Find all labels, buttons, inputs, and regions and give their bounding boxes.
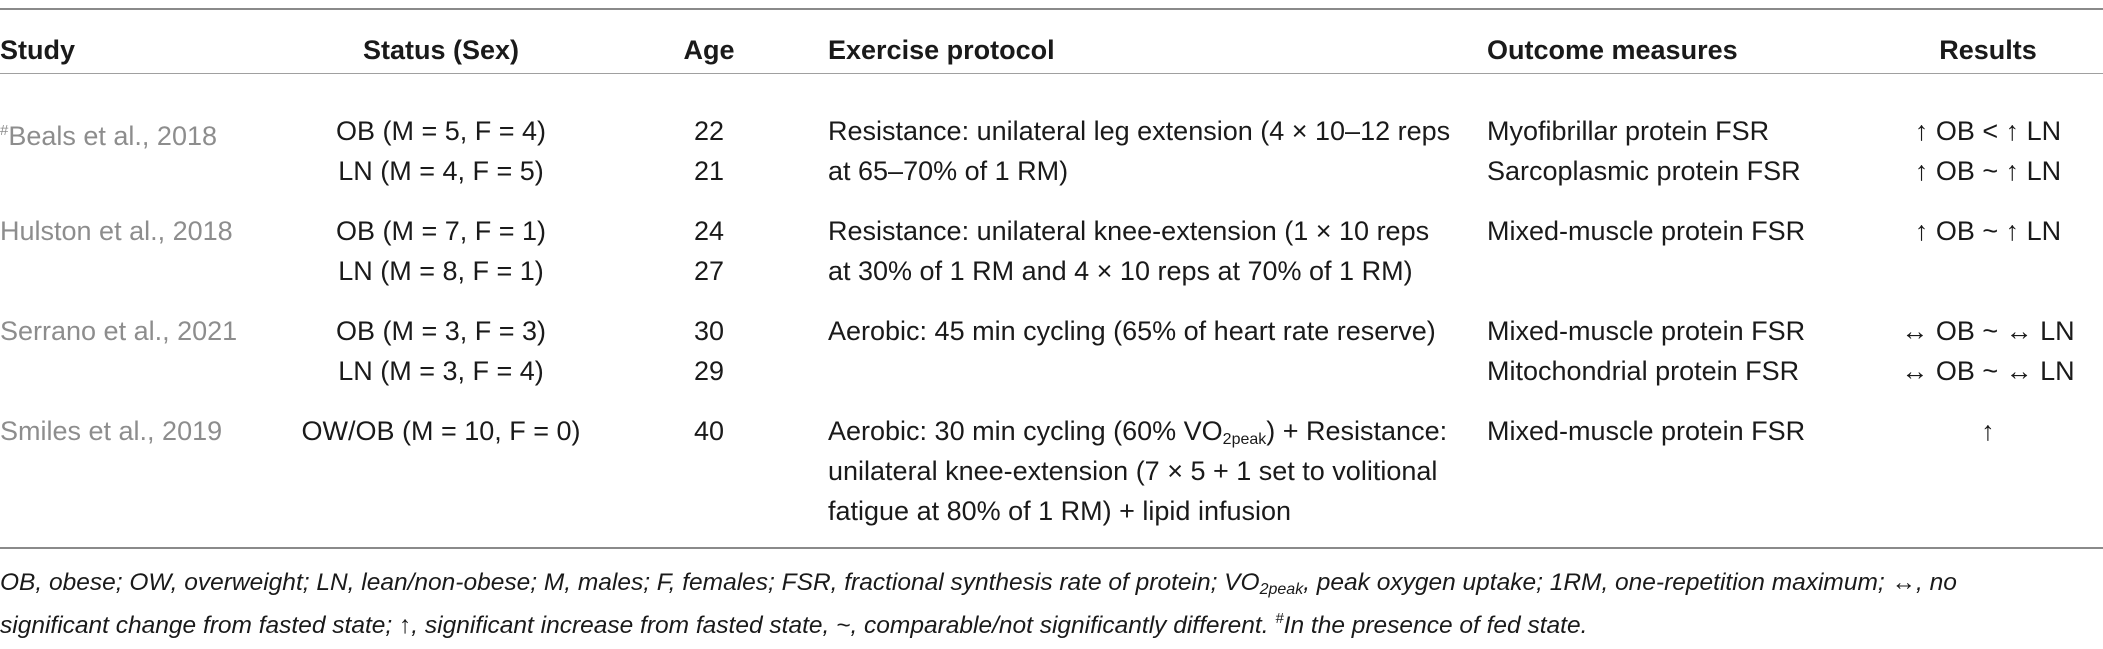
study-name: Serrano et al., 2021 [0,316,238,346]
exercise-cell: Aerobic: 30 min cycling (60% VO2peak) + … [828,416,1448,448]
status-cell: LN (M = 8, F = 1) [338,256,544,286]
result-cell: ↑ OB ~ ↑ LN [1914,156,2062,186]
header-results: Results [1939,35,2037,65]
outcome-cell: Myofibrillar protein FSR [1487,116,1770,146]
age-cell: 27 [693,256,725,286]
outcome-cell: Mixed-muscle protein FSR [1487,416,1806,446]
header-study: Study [0,35,76,65]
outcome-cell: Mitochondrial protein FSR [1487,356,1800,386]
status-cell: LN (M = 4, F = 5) [338,156,544,186]
table-top-rule [0,8,2103,10]
result-cell: ↑ OB < ↑ LN [1914,116,2062,146]
exercise-cell: fatigue at 80% of 1 RM) + lipid infusion [828,496,1292,526]
header-status: Status (Sex) [362,35,520,65]
study-name: Smiles et al., 2019 [0,416,223,446]
table-bottom-rule [0,547,2103,549]
outcome-cell: Mixed-muscle protein FSR [1487,316,1806,346]
header-exercise: Exercise protocol [828,35,1055,65]
result-cell: ↑ OB ~ ↑ LN [1914,216,2062,246]
status-cell: OB (M = 3, F = 3) [335,316,547,346]
footnote-line-2: significant change from fasted state; ↑,… [0,610,1588,639]
study-name: Beals et al., 2018 [8,121,217,151]
result-cell: ↔ OB ~ ↔ LN [1901,356,2075,386]
age-cell: 29 [693,356,725,386]
exercise-cell: Resistance: unilateral leg extension (4 … [828,116,1451,146]
exercise-cell: Aerobic: 45 min cycling (65% of heart ra… [828,316,1436,346]
header-age: Age [683,35,735,65]
exercise-cell: at 65–70% of 1 RM) [828,156,1069,186]
result-cell: ↑ [1981,416,1995,446]
status-cell: OW/OB (M = 10, F = 0) [301,416,581,446]
exercise-cell: at 30% of 1 RM and 4 × 10 reps at 70% of… [828,256,1413,286]
status-cell: OB (M = 7, F = 1) [335,216,547,246]
header-outcome: Outcome measures [1487,35,1738,65]
study-name: Hulston et al., 2018 [0,216,233,246]
age-cell: 22 [693,116,725,146]
age-cell: 40 [693,416,725,446]
status-cell: LN (M = 3, F = 4) [338,356,544,386]
exercise-cell: unilateral knee-extension (7 × 5 + 1 set… [828,456,1438,486]
result-cell: ↔ OB ~ ↔ LN [1901,316,2075,346]
footnote-line-1: OB, obese; OW, overweight; LN, lean/non-… [0,569,1957,598]
study-cell: #Beals et al., 2018 [0,111,217,156]
age-cell: 24 [693,216,725,246]
age-cell: 30 [693,316,725,346]
outcome-cell: Mixed-muscle protein FSR [1487,216,1806,246]
exercise-cell: Resistance: unilateral knee-extension (1… [828,216,1430,246]
outcome-cell: Sarcoplasmic protein FSR [1487,156,1801,186]
age-cell: 21 [693,156,725,186]
fed-state-mark: # [0,122,9,139]
status-cell: OB (M = 5, F = 4) [335,116,547,146]
table-header-rule [0,73,2103,74]
